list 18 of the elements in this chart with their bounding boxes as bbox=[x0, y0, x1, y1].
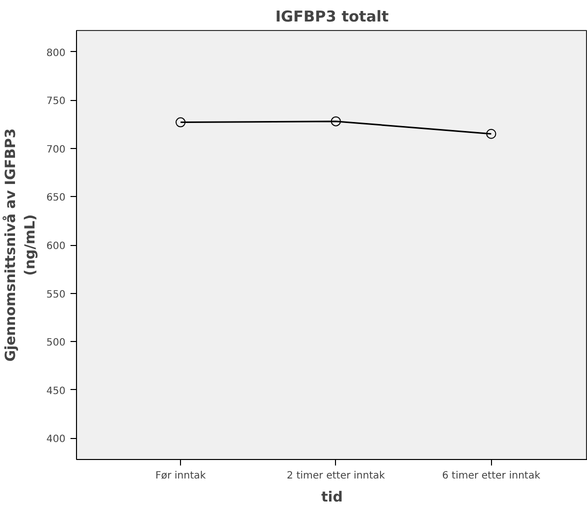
y-tick-label: 400 bbox=[46, 434, 66, 446]
point bbox=[176, 117, 186, 128]
y-tick-label: 550 bbox=[46, 289, 66, 300]
y-tick-label: 500 bbox=[46, 338, 66, 349]
point bbox=[486, 128, 496, 139]
chart-title: IGFBP3 totalt bbox=[275, 8, 389, 26]
y-tick-label: 700 bbox=[46, 144, 66, 156]
y-tick-label: 600 bbox=[46, 241, 66, 252]
y-tick-label: 800 bbox=[46, 48, 66, 59]
x-tick-label: Før inntak bbox=[155, 470, 206, 482]
y-axis-title: Gjennomsnittsnivå av IGFBP3 (ng/mL) bbox=[2, 128, 38, 362]
y-tick-label: 650 bbox=[46, 192, 66, 204]
x-tick-label: 2 timer etter inntak bbox=[286, 470, 386, 482]
y-tick-label: 450 bbox=[46, 386, 66, 397]
y-tick-label: 750 bbox=[46, 96, 66, 108]
point bbox=[330, 116, 341, 126]
x-tick-label: 6 timer etter inntak bbox=[442, 470, 540, 482]
x-axis-title: tid bbox=[321, 490, 343, 506]
